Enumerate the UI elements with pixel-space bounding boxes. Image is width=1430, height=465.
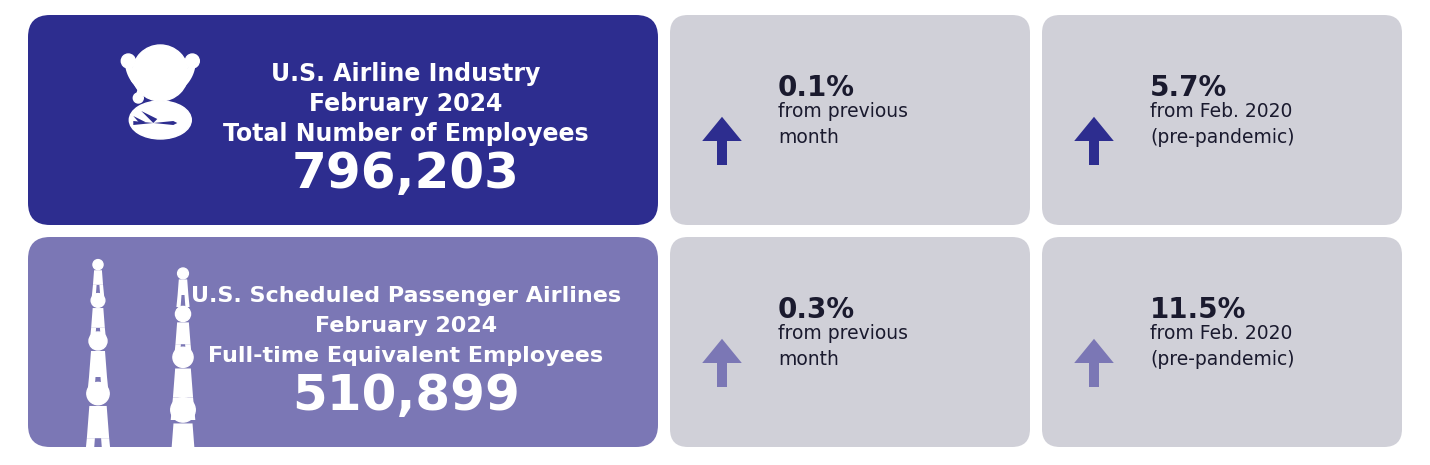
Polygon shape bbox=[87, 377, 96, 397]
Polygon shape bbox=[133, 116, 146, 124]
Polygon shape bbox=[133, 121, 177, 125]
Polygon shape bbox=[1074, 339, 1114, 363]
FancyBboxPatch shape bbox=[29, 237, 658, 447]
Polygon shape bbox=[176, 295, 182, 307]
Circle shape bbox=[173, 347, 193, 367]
Polygon shape bbox=[92, 308, 104, 328]
Polygon shape bbox=[1088, 363, 1100, 387]
Polygon shape bbox=[100, 285, 104, 296]
Polygon shape bbox=[1088, 141, 1100, 165]
FancyBboxPatch shape bbox=[671, 15, 1030, 225]
Circle shape bbox=[186, 54, 199, 68]
Polygon shape bbox=[177, 279, 189, 295]
Circle shape bbox=[176, 306, 190, 321]
Polygon shape bbox=[93, 270, 103, 285]
Polygon shape bbox=[716, 363, 728, 387]
Polygon shape bbox=[92, 285, 97, 296]
Text: from Feb. 2020
(pre-pandemic): from Feb. 2020 (pre-pandemic) bbox=[1150, 102, 1294, 147]
Polygon shape bbox=[170, 398, 180, 420]
Circle shape bbox=[87, 382, 109, 405]
Polygon shape bbox=[169, 459, 180, 465]
Polygon shape bbox=[716, 141, 728, 165]
Polygon shape bbox=[1074, 117, 1114, 141]
Text: Full-time Equivalent Employees: Full-time Equivalent Employees bbox=[209, 346, 603, 366]
FancyBboxPatch shape bbox=[671, 237, 1030, 447]
Polygon shape bbox=[186, 398, 196, 420]
Text: from Feb. 2020
(pre-pandemic): from Feb. 2020 (pre-pandemic) bbox=[1150, 324, 1294, 369]
Polygon shape bbox=[702, 339, 742, 363]
Text: 11.5%: 11.5% bbox=[1150, 296, 1247, 324]
Circle shape bbox=[122, 54, 136, 68]
Circle shape bbox=[170, 398, 196, 422]
Text: 796,203: 796,203 bbox=[292, 150, 521, 198]
Polygon shape bbox=[176, 322, 190, 344]
Polygon shape bbox=[186, 459, 197, 465]
Circle shape bbox=[93, 259, 103, 270]
FancyBboxPatch shape bbox=[1042, 237, 1401, 447]
Polygon shape bbox=[84, 438, 94, 463]
Text: U.S. Airline Industry: U.S. Airline Industry bbox=[272, 62, 541, 86]
Text: 510,899: 510,899 bbox=[292, 372, 521, 420]
Text: 0.3%: 0.3% bbox=[778, 296, 855, 324]
Text: February 2024: February 2024 bbox=[309, 92, 503, 116]
Polygon shape bbox=[173, 368, 193, 398]
Text: February 2024: February 2024 bbox=[315, 316, 498, 336]
Circle shape bbox=[92, 293, 104, 307]
Polygon shape bbox=[142, 111, 157, 123]
Circle shape bbox=[133, 93, 143, 103]
Circle shape bbox=[89, 332, 107, 350]
Text: from previous
month: from previous month bbox=[778, 324, 908, 369]
Circle shape bbox=[177, 268, 189, 279]
Polygon shape bbox=[174, 344, 182, 361]
Polygon shape bbox=[702, 117, 742, 141]
Polygon shape bbox=[90, 328, 96, 343]
Polygon shape bbox=[102, 438, 112, 463]
Text: 0.1%: 0.1% bbox=[778, 74, 855, 102]
FancyBboxPatch shape bbox=[29, 15, 658, 225]
Text: Total Number of Employees: Total Number of Employees bbox=[223, 122, 589, 146]
Circle shape bbox=[133, 45, 189, 101]
Polygon shape bbox=[184, 295, 190, 307]
Ellipse shape bbox=[129, 101, 192, 139]
Text: from previous
month: from previous month bbox=[778, 102, 908, 147]
Polygon shape bbox=[87, 406, 109, 438]
Polygon shape bbox=[100, 328, 106, 343]
Text: 5.7%: 5.7% bbox=[1150, 74, 1227, 102]
Polygon shape bbox=[89, 351, 107, 377]
Polygon shape bbox=[184, 344, 192, 361]
FancyBboxPatch shape bbox=[1042, 15, 1401, 225]
Text: U.S. Scheduled Passenger Airlines: U.S. Scheduled Passenger Airlines bbox=[192, 286, 621, 306]
Polygon shape bbox=[100, 377, 109, 397]
Polygon shape bbox=[170, 424, 196, 459]
